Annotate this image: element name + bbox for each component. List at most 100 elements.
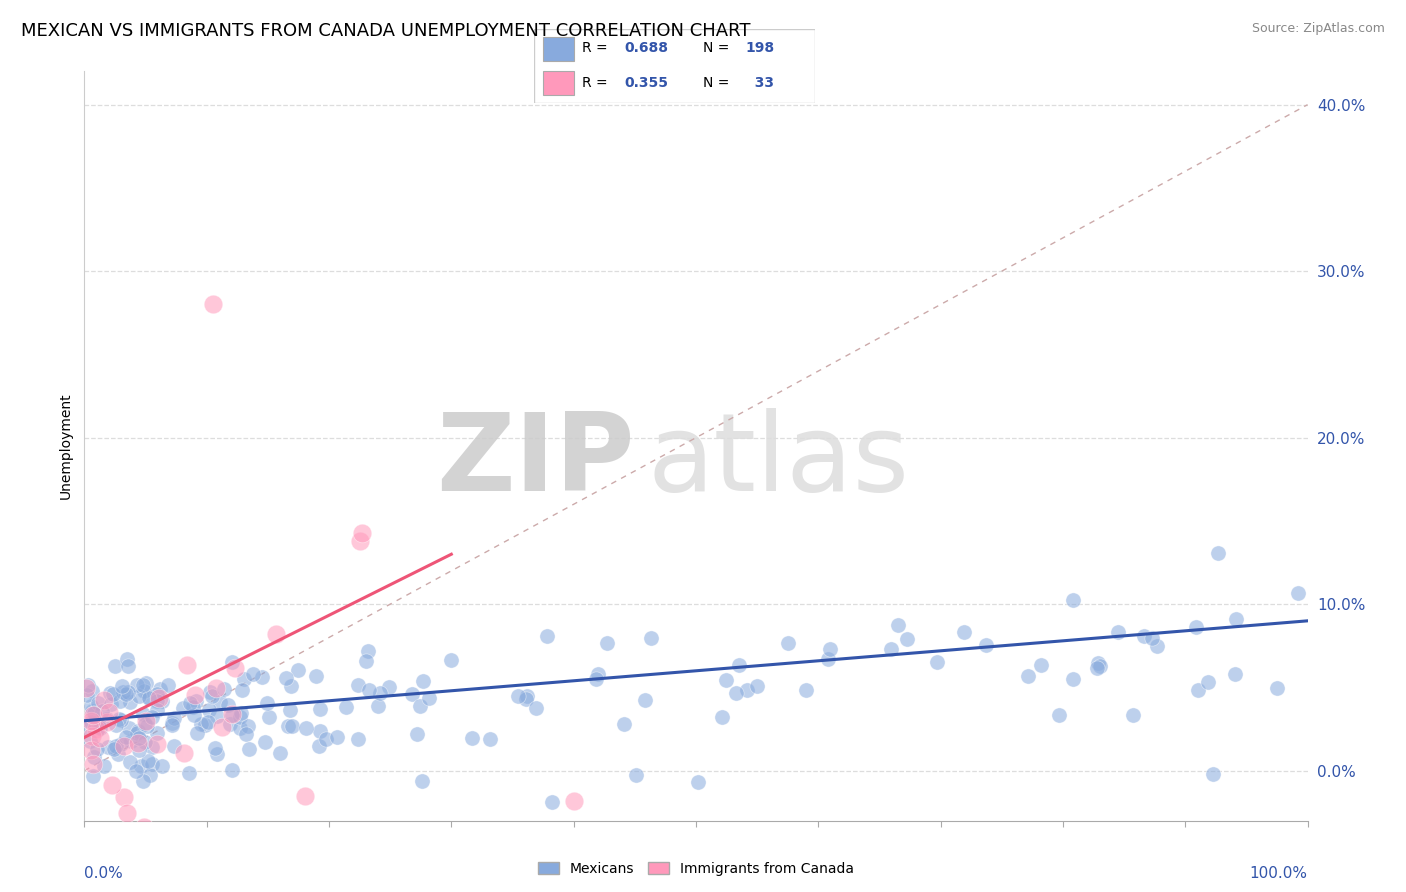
Point	[209, 695, 232, 709]
Point	[163, 711, 186, 725]
Point	[173, 746, 195, 760]
Point	[131, 678, 153, 692]
Text: R =: R =	[582, 41, 612, 55]
Point	[378, 680, 401, 694]
Point	[1206, 546, 1229, 560]
Point	[229, 721, 252, 735]
Point	[134, 716, 156, 731]
Point	[176, 658, 198, 673]
Point	[98, 686, 121, 700]
Point	[112, 739, 135, 754]
Point	[745, 679, 768, 693]
Point	[79, 734, 101, 748]
Point	[412, 673, 434, 688]
Point	[194, 717, 217, 731]
Point	[82, 708, 104, 723]
Point	[93, 759, 115, 773]
Point	[201, 689, 224, 703]
Point	[145, 738, 167, 752]
Point	[224, 661, 246, 675]
Point	[238, 742, 260, 756]
Point	[562, 794, 585, 808]
Point	[624, 768, 647, 782]
Point	[242, 667, 264, 681]
Point	[98, 705, 121, 719]
Text: R =: R =	[582, 76, 612, 90]
Point	[1107, 624, 1129, 639]
Point	[335, 700, 357, 714]
Point	[89, 722, 111, 736]
Point	[141, 739, 163, 754]
Point	[135, 676, 157, 690]
Point	[146, 687, 169, 701]
Point	[160, 718, 183, 732]
Point	[478, 731, 501, 746]
Point	[132, 706, 155, 721]
Point	[118, 695, 141, 709]
Point	[128, 690, 150, 704]
Point	[83, 706, 105, 721]
Point	[368, 686, 391, 700]
Point	[84, 722, 107, 736]
Point	[776, 636, 799, 650]
Point	[103, 742, 125, 756]
Point	[148, 691, 170, 706]
Point	[117, 658, 139, 673]
Point	[110, 679, 132, 693]
Point	[205, 708, 228, 723]
Point	[287, 663, 309, 677]
Point	[118, 755, 141, 769]
Point	[112, 789, 135, 804]
Point	[640, 631, 662, 645]
Point	[280, 679, 302, 693]
Point	[141, 710, 163, 724]
Point	[1223, 666, 1246, 681]
Point	[146, 726, 169, 740]
Point	[796, 682, 818, 697]
Point	[86, 742, 108, 756]
Point	[132, 774, 155, 789]
Point	[221, 763, 243, 777]
Point	[197, 703, 219, 717]
Point	[274, 671, 297, 685]
Point	[953, 624, 976, 639]
Point	[127, 723, 149, 738]
Point	[1265, 681, 1288, 695]
Text: 0.355: 0.355	[624, 76, 668, 90]
Text: 33: 33	[745, 76, 775, 90]
Point	[139, 767, 162, 781]
Point	[735, 682, 758, 697]
Point	[82, 757, 104, 772]
Point	[160, 716, 183, 731]
Point	[125, 764, 148, 778]
Point	[87, 720, 110, 734]
Point	[269, 746, 291, 760]
Point	[125, 726, 148, 740]
Point	[80, 704, 103, 718]
Point	[1202, 767, 1225, 781]
Text: N =: N =	[703, 41, 734, 55]
Point	[221, 707, 243, 722]
Point	[204, 681, 226, 695]
Point	[212, 682, 235, 697]
Point	[129, 759, 152, 773]
Point	[198, 685, 221, 699]
Point	[347, 731, 370, 746]
Point	[125, 678, 148, 692]
Point	[82, 683, 104, 698]
Point	[350, 525, 373, 540]
Point	[73, 723, 96, 737]
Point	[1085, 660, 1108, 674]
Point	[83, 750, 105, 764]
Point	[96, 712, 118, 726]
Point	[253, 735, 276, 749]
Point	[724, 686, 747, 700]
Point	[87, 696, 110, 710]
Point	[716, 673, 738, 688]
Text: N =: N =	[703, 76, 734, 90]
Point	[1225, 612, 1247, 626]
Point	[197, 714, 219, 729]
Point	[118, 722, 141, 736]
Point	[266, 627, 288, 641]
Point	[596, 636, 619, 650]
